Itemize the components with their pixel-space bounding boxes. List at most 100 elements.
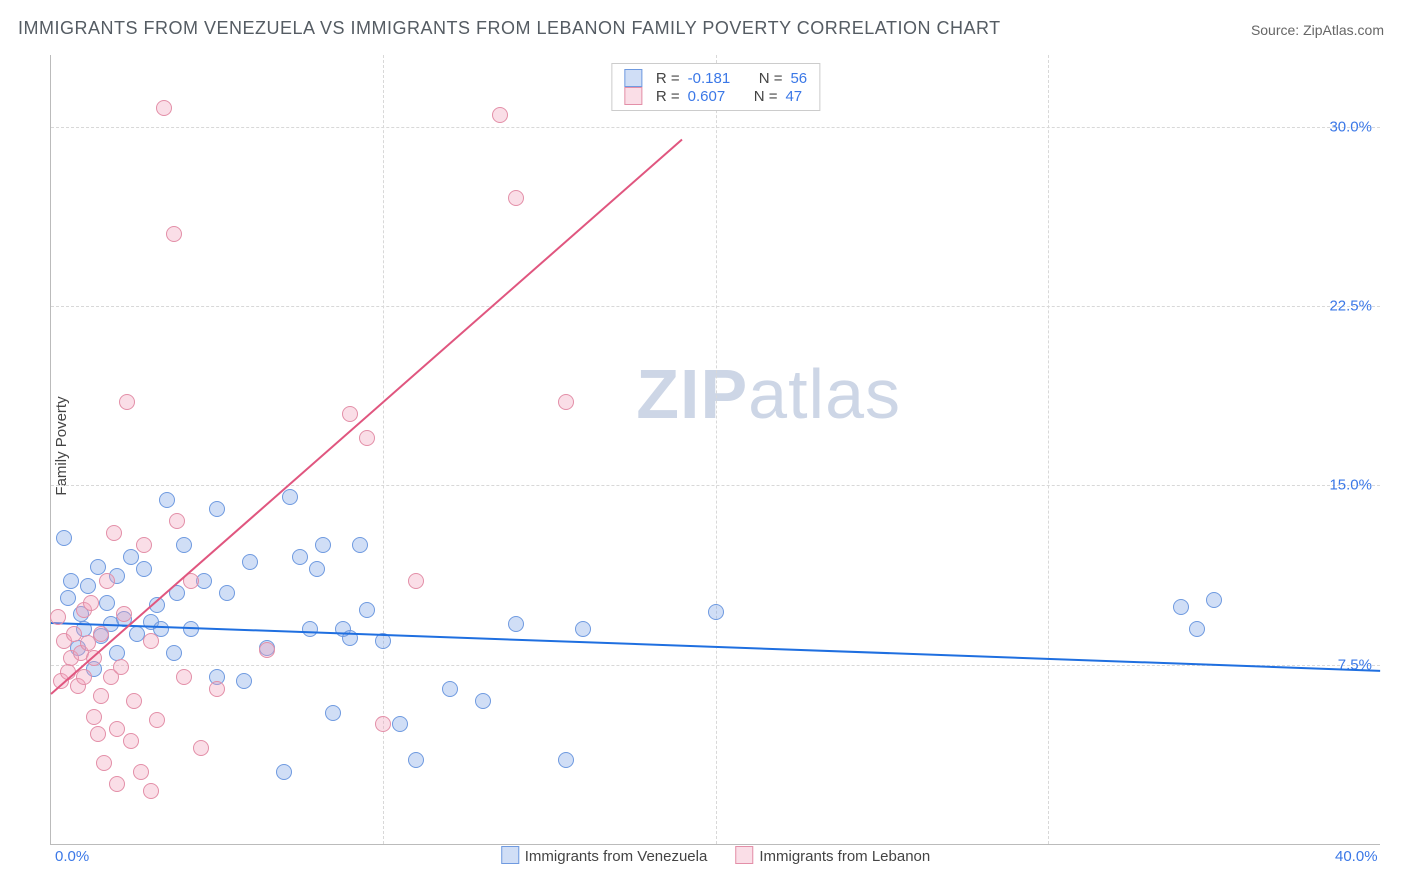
series-legend-item: Immigrants from Lebanon — [735, 846, 930, 865]
data-point-lebanon — [83, 595, 99, 611]
x-tick-label: 0.0% — [55, 848, 89, 865]
data-point-lebanon — [93, 626, 109, 642]
source-label: Source: — [1251, 22, 1303, 38]
data-point-lebanon — [106, 525, 122, 541]
scatter-plot-area: ZIPatlas 7.5%15.0%22.5%30.0%0.0%40.0%R =… — [50, 55, 1380, 845]
data-point-lebanon — [123, 733, 139, 749]
data-point-venezuela — [219, 585, 235, 601]
data-point-lebanon — [492, 107, 508, 123]
data-point-venezuela — [90, 559, 106, 575]
legend-swatch-venezuela — [624, 69, 642, 87]
chart-title: IMMIGRANTS FROM VENEZUELA VS IMMIGRANTS … — [18, 18, 1001, 39]
r-label: R = — [656, 88, 680, 105]
data-point-lebanon — [166, 226, 182, 242]
n-value: 56 — [790, 70, 807, 87]
data-point-venezuela — [708, 604, 724, 620]
series-legend: Immigrants from Venezuela Immigrants from… — [501, 842, 931, 865]
data-point-lebanon — [96, 755, 112, 771]
data-point-venezuela — [1189, 621, 1205, 637]
correlation-legend: R = -0.181 N = 56R = 0.607 N = 47 — [611, 63, 820, 111]
data-point-lebanon — [86, 709, 102, 725]
data-point-venezuela — [315, 537, 331, 553]
data-point-venezuela — [325, 705, 341, 721]
data-point-lebanon — [149, 712, 165, 728]
data-point-venezuela — [1206, 592, 1222, 608]
data-point-venezuela — [136, 561, 152, 577]
data-point-lebanon — [508, 190, 524, 206]
data-point-venezuela — [408, 752, 424, 768]
data-point-venezuela — [282, 489, 298, 505]
data-point-venezuela — [558, 752, 574, 768]
series-legend-item: Immigrants from Venezuela — [501, 846, 708, 865]
data-point-venezuela — [292, 549, 308, 565]
data-point-venezuela — [1173, 599, 1189, 615]
x-tick-label: 40.0% — [1335, 848, 1378, 865]
data-point-venezuela — [276, 764, 292, 780]
correlation-legend-row: R = -0.181 N = 56 — [624, 69, 807, 87]
data-point-venezuela — [392, 716, 408, 732]
data-point-lebanon — [408, 573, 424, 589]
source-attribution: Source: ZipAtlas.com — [1251, 22, 1384, 38]
source-value: ZipAtlas.com — [1303, 22, 1384, 38]
data-point-lebanon — [119, 394, 135, 410]
correlation-legend-row: R = 0.607 N = 47 — [624, 87, 807, 105]
data-point-lebanon — [143, 633, 159, 649]
n-label: N = — [754, 88, 778, 105]
data-point-venezuela — [475, 693, 491, 709]
n-value: 47 — [785, 88, 802, 105]
data-point-venezuela — [209, 501, 225, 517]
data-point-lebanon — [359, 430, 375, 446]
watermark: ZIPatlas — [636, 354, 901, 434]
series-legend-label: Immigrants from Lebanon — [759, 848, 930, 865]
r-label: R = — [656, 70, 680, 87]
data-point-venezuela — [359, 602, 375, 618]
n-label: N = — [759, 70, 783, 87]
data-point-venezuela — [99, 595, 115, 611]
data-point-venezuela — [302, 621, 318, 637]
data-point-lebanon — [259, 642, 275, 658]
data-point-venezuela — [63, 573, 79, 589]
data-point-venezuela — [60, 590, 76, 606]
data-point-lebanon — [156, 100, 172, 116]
data-point-lebanon — [375, 716, 391, 732]
data-point-lebanon — [99, 573, 115, 589]
data-point-venezuela — [109, 645, 125, 661]
data-point-venezuela — [123, 549, 139, 565]
data-point-lebanon — [126, 693, 142, 709]
y-tick-label: 22.5% — [1329, 298, 1372, 315]
data-point-venezuela — [236, 673, 252, 689]
data-point-venezuela — [575, 621, 591, 637]
data-point-lebanon — [109, 776, 125, 792]
watermark-rest: atlas — [748, 355, 901, 433]
data-point-venezuela — [166, 645, 182, 661]
data-point-lebanon — [169, 513, 185, 529]
data-point-lebanon — [342, 406, 358, 422]
y-tick-label: 30.0% — [1329, 118, 1372, 135]
gridline-v — [1048, 55, 1049, 844]
data-point-venezuela — [56, 530, 72, 546]
series-legend-label: Immigrants from Venezuela — [525, 848, 708, 865]
data-point-lebanon — [90, 726, 106, 742]
data-point-lebanon — [93, 688, 109, 704]
legend-swatch-lebanon — [735, 846, 753, 864]
data-point-lebanon — [133, 764, 149, 780]
data-point-lebanon — [209, 681, 225, 697]
legend-swatch-venezuela — [501, 846, 519, 864]
watermark-bold: ZIP — [636, 355, 748, 433]
data-point-venezuela — [176, 537, 192, 553]
data-point-venezuela — [80, 578, 96, 594]
legend-swatch-lebanon — [624, 87, 642, 105]
data-point-lebanon — [116, 606, 132, 622]
data-point-lebanon — [113, 659, 129, 675]
data-point-venezuela — [508, 616, 524, 632]
data-point-venezuela — [352, 537, 368, 553]
gridline-v — [716, 55, 717, 844]
r-value: -0.181 — [688, 70, 731, 87]
y-tick-label: 15.0% — [1329, 477, 1372, 494]
data-point-lebanon — [109, 721, 125, 737]
data-point-lebanon — [143, 783, 159, 799]
data-point-lebanon — [136, 537, 152, 553]
r-value: 0.607 — [688, 88, 726, 105]
data-point-lebanon — [50, 609, 66, 625]
data-point-venezuela — [309, 561, 325, 577]
